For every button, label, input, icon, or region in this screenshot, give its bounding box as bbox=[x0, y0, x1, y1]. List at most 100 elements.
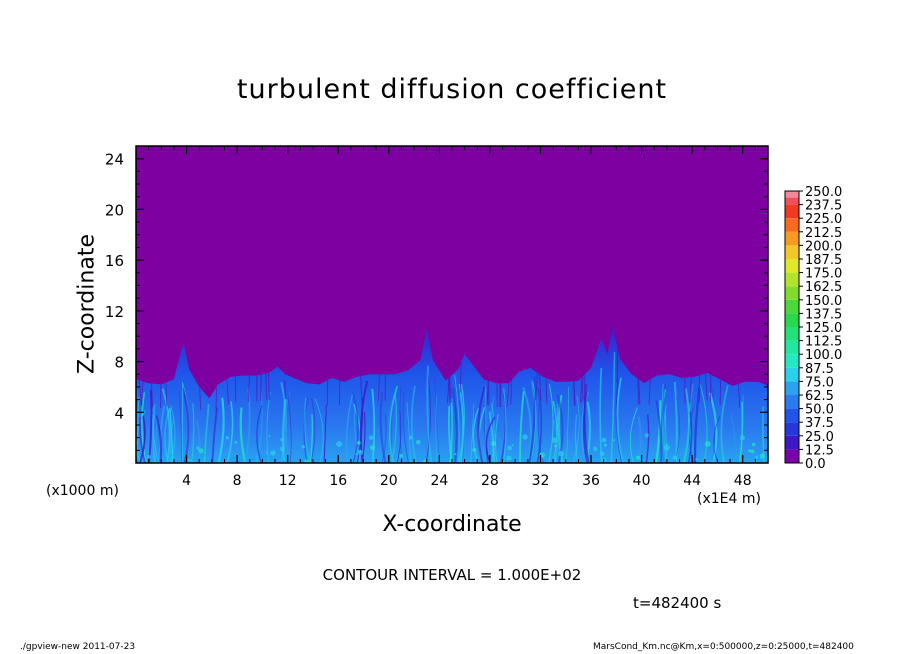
layer-tendril bbox=[265, 373, 268, 401]
plume-streak bbox=[637, 416, 642, 463]
x-tick-label: 20 bbox=[380, 473, 398, 489]
plume-streak bbox=[359, 380, 369, 463]
colorbar-label: 250.0 bbox=[805, 185, 842, 200]
colorbar-label: 100.0 bbox=[805, 348, 842, 363]
colorbar-label: 50.0 bbox=[805, 403, 834, 418]
plume-streak bbox=[583, 384, 590, 463]
x-tick-label: 32 bbox=[532, 473, 550, 489]
colorbar-bin bbox=[785, 313, 799, 327]
plume-streak bbox=[708, 392, 718, 463]
surface-eddy bbox=[234, 440, 238, 444]
plume-streak bbox=[402, 391, 410, 463]
surface-eddy bbox=[336, 441, 342, 447]
surface-eddy bbox=[225, 436, 230, 440]
colorbar-bin bbox=[785, 204, 799, 219]
surface-eddy bbox=[601, 437, 607, 443]
colorbar-label: 75.0 bbox=[805, 375, 834, 390]
plume-streak bbox=[179, 392, 183, 463]
plume-streak bbox=[255, 389, 263, 463]
plume-streak bbox=[663, 404, 668, 463]
plume-streak bbox=[451, 387, 458, 463]
layer-tendril bbox=[510, 380, 513, 405]
colorbar-bin bbox=[785, 299, 799, 314]
surface-eddy bbox=[449, 441, 452, 443]
layer-tendril bbox=[637, 378, 640, 405]
layer-tendril bbox=[377, 374, 380, 401]
surface-eddy bbox=[522, 434, 528, 440]
plume-streak bbox=[458, 384, 465, 463]
layer-tendril bbox=[506, 382, 510, 408]
layer-tendril bbox=[638, 379, 641, 405]
surface-eddy bbox=[593, 446, 598, 451]
surface-eddy bbox=[265, 451, 268, 454]
layer-tendril bbox=[267, 373, 271, 401]
plume-streak bbox=[629, 407, 638, 463]
plume-streak bbox=[490, 403, 495, 463]
plume-streak bbox=[470, 403, 475, 463]
plume-streak bbox=[284, 409, 291, 463]
y-tick-label: 4 bbox=[114, 404, 124, 422]
surface-eddy bbox=[506, 455, 512, 461]
colorbar-label: 25.0 bbox=[805, 430, 834, 445]
plume-streak bbox=[454, 374, 460, 463]
surface-eddy bbox=[454, 453, 457, 456]
layer-tendril bbox=[486, 380, 489, 406]
plume-streak bbox=[136, 410, 146, 463]
x-axis-unit-right: (x1E4 m) bbox=[697, 491, 761, 507]
surface-eddy bbox=[304, 459, 310, 463]
surface-eddy bbox=[409, 435, 413, 440]
turbulent-layer bbox=[136, 326, 768, 463]
plume-streak bbox=[287, 394, 292, 463]
plume-streak bbox=[310, 398, 316, 463]
layer-tendril bbox=[247, 375, 250, 402]
x-axis-label: X-coordinate bbox=[382, 512, 522, 537]
plume-streak bbox=[154, 416, 157, 463]
surface-eddy bbox=[416, 440, 421, 445]
plume-streak bbox=[314, 398, 324, 463]
plume-streak bbox=[226, 401, 234, 463]
chart-title: turbulent diffusion coefficient bbox=[236, 74, 668, 105]
plume-streak bbox=[425, 375, 431, 463]
surface-eddy bbox=[551, 437, 558, 443]
surface-eddy bbox=[355, 453, 358, 456]
plume-streak bbox=[387, 391, 396, 463]
plume-streak bbox=[390, 393, 398, 463]
colorbar-label: 137.5 bbox=[805, 307, 842, 322]
surface-eddy bbox=[494, 434, 497, 437]
layer-tendril bbox=[449, 376, 452, 403]
layer-tendril bbox=[573, 381, 576, 406]
plume-streak bbox=[566, 387, 569, 463]
x-tick-label: 4 bbox=[182, 473, 191, 489]
x-tick-label: 36 bbox=[582, 473, 600, 489]
plume-streak bbox=[371, 388, 376, 463]
colorbar-label: 237.5 bbox=[805, 199, 842, 214]
plume-streak bbox=[136, 396, 140, 463]
time-label: t=482400 s bbox=[633, 594, 722, 612]
colorbar-label: 37.5 bbox=[805, 416, 834, 431]
plume-streak bbox=[495, 413, 499, 463]
plume-streak bbox=[379, 392, 387, 463]
colorbar-bin bbox=[785, 340, 799, 355]
colorbar-label: 87.5 bbox=[805, 362, 834, 377]
plume-streak bbox=[303, 397, 309, 463]
plume-streak bbox=[217, 397, 225, 463]
x-tick-label: 28 bbox=[481, 473, 499, 489]
plume-streak bbox=[356, 397, 364, 463]
plume-streak bbox=[477, 386, 486, 463]
layer-tendril bbox=[446, 377, 450, 404]
plume-streak bbox=[155, 415, 163, 463]
layer-tendril bbox=[199, 387, 202, 411]
plume-streak bbox=[682, 388, 691, 463]
surface-eddy bbox=[368, 435, 374, 440]
colorbar-label: 200.0 bbox=[805, 239, 842, 254]
colorbar-label: 187.5 bbox=[805, 253, 842, 268]
plume-streak bbox=[139, 417, 146, 463]
surface-eddy bbox=[613, 439, 615, 442]
plume-streak bbox=[141, 392, 147, 463]
plume-streak bbox=[239, 407, 247, 463]
x-tick-label: 48 bbox=[734, 473, 752, 489]
layer-tendril bbox=[141, 381, 144, 406]
colorbar-label: 125.0 bbox=[805, 321, 842, 336]
layer-tendril bbox=[539, 374, 542, 401]
